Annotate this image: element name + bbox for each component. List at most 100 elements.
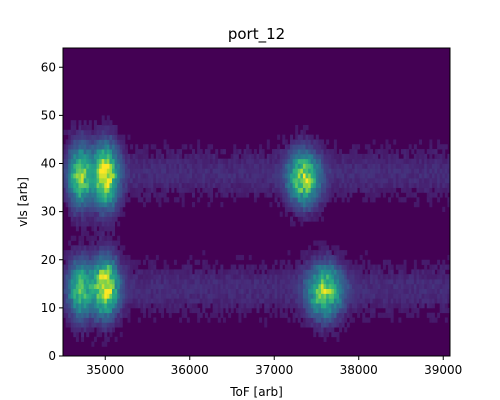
- heatmap-cell: [230, 153, 234, 160]
- heatmap-cell: [96, 303, 100, 309]
- heatmap-cell: [241, 177, 244, 184]
- heatmap-cell: [377, 293, 381, 299]
- heatmap-cell: [189, 158, 193, 164]
- heatmap-cell: [93, 283, 97, 290]
- heatmap-cell: [248, 187, 252, 193]
- heatmap-cell: [318, 144, 322, 150]
- heatmap-cell: [251, 168, 255, 174]
- heatmap-cell: [70, 274, 74, 280]
- heatmap-cell: [431, 163, 435, 169]
- heatmap-cell: [305, 168, 309, 174]
- heatmap-cell: [192, 303, 195, 309]
- heatmap-cell: [331, 187, 335, 193]
- heatmap-cell: [233, 177, 237, 184]
- heatmap-cell: [155, 283, 159, 290]
- heatmap-cell: [171, 153, 175, 160]
- heatmap-cell: [163, 274, 167, 280]
- heatmap-cell: [295, 288, 299, 294]
- heatmap-cell: [344, 153, 348, 160]
- heatmap-cell: [130, 192, 134, 198]
- heatmap-cell: [357, 274, 361, 280]
- heatmap-cell: [411, 168, 415, 174]
- heatmap-cell: [135, 168, 139, 174]
- heatmap-cell: [243, 269, 247, 275]
- heatmap-cell: [130, 288, 134, 294]
- heatmap-cell: [284, 211, 288, 217]
- heatmap-cell: [197, 168, 201, 174]
- heatmap-cell: [241, 307, 244, 314]
- heatmap-cell: [199, 168, 203, 174]
- heatmap-cell: [155, 177, 159, 184]
- heatmap-cell: [321, 187, 324, 193]
- heatmap-cell: [424, 279, 428, 285]
- heatmap-cell: [127, 288, 131, 294]
- heatmap-cell: [163, 173, 167, 179]
- heatmap-cell: [104, 254, 108, 261]
- heatmap-cell: [68, 303, 72, 309]
- heatmap-cell: [305, 134, 309, 140]
- heatmap-cell: [204, 187, 208, 193]
- heatmap-cell: [166, 298, 170, 304]
- heatmap-cell: [429, 264, 433, 270]
- heatmap-cell: [434, 182, 438, 188]
- heatmap-cell: [124, 298, 128, 304]
- heatmap-cell: [75, 254, 79, 261]
- heatmap-cell: [70, 307, 74, 314]
- heatmap-cell: [284, 139, 288, 145]
- heatmap-cell: [315, 163, 319, 169]
- heatmap-cell: [215, 274, 219, 280]
- heatmap-cell: [305, 139, 309, 145]
- heatmap-cell: [83, 279, 87, 285]
- heatmap-cell: [63, 288, 66, 294]
- heatmap-cell: [75, 288, 79, 294]
- heatmap-cell: [274, 192, 278, 198]
- heatmap-cell: [370, 264, 373, 270]
- heatmap-cell: [81, 187, 85, 193]
- heatmap-cell: [81, 144, 85, 150]
- heatmap-cell: [124, 288, 128, 294]
- heatmap-cell: [419, 293, 423, 299]
- heatmap-cell: [91, 341, 95, 347]
- heatmap-cell: [68, 269, 72, 275]
- heatmap-cell: [145, 163, 149, 169]
- heatmap-cell: [166, 173, 170, 179]
- heatmap-cell: [207, 298, 211, 304]
- heatmap-cell: [112, 163, 115, 169]
- heatmap-cell: [70, 144, 74, 150]
- heatmap-cell: [235, 158, 239, 164]
- heatmap-cell: [444, 293, 448, 299]
- heatmap-cell: [282, 163, 286, 169]
- heatmap-cell: [328, 250, 332, 256]
- heatmap-cell: [70, 173, 74, 179]
- heatmap-cell: [292, 312, 296, 318]
- heatmap-cell: [354, 307, 358, 314]
- heatmap-cell: [357, 279, 361, 285]
- heatmap-cell: [166, 182, 170, 188]
- heatmap-cell: [150, 173, 154, 179]
- heatmap-cell: [431, 168, 435, 174]
- heatmap-cell: [344, 279, 348, 285]
- heatmap-cell: [112, 274, 115, 280]
- heatmap-cell: [406, 187, 410, 193]
- heatmap-cell: [189, 187, 193, 193]
- heatmap-cell: [346, 187, 350, 193]
- heatmap-cell: [117, 192, 121, 198]
- heatmap-cell: [86, 125, 90, 131]
- heatmap-cell: [362, 259, 366, 265]
- heatmap-cell: [357, 177, 361, 184]
- heatmap-cell: [222, 279, 226, 285]
- heatmap-cell: [336, 187, 340, 193]
- heatmap-cell: [75, 197, 79, 203]
- heatmap-cell: [96, 153, 100, 160]
- heatmap-cell: [318, 240, 322, 246]
- heatmap-cell: [349, 274, 353, 280]
- heatmap-cell: [439, 168, 443, 174]
- heatmap-cell: [292, 177, 296, 184]
- heatmap-cell: [86, 254, 90, 261]
- heatmap-cell: [99, 144, 103, 150]
- heatmap-cell: [292, 221, 296, 227]
- heatmap-cell: [117, 177, 121, 184]
- heatmap-cell: [106, 307, 110, 314]
- heatmap-cell: [447, 254, 451, 261]
- heatmap-cell: [104, 245, 108, 251]
